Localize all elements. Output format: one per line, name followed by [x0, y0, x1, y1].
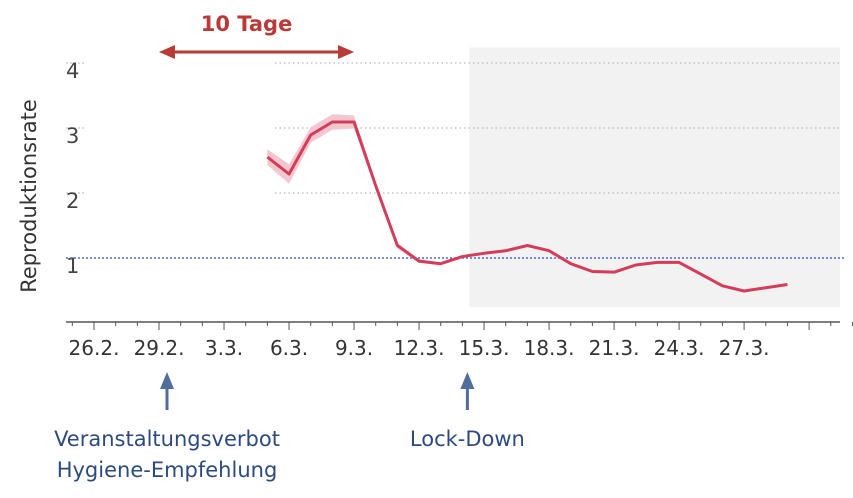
span-label: 10 Tage	[201, 12, 293, 36]
event-arrows	[160, 372, 475, 410]
y-tick-label: 2	[66, 189, 79, 213]
x-tick-label: 12.3.	[394, 336, 445, 360]
confidence-band	[267, 114, 788, 293]
x-axis	[66, 321, 853, 330]
span-arrow-head-left	[159, 45, 176, 59]
annotation-line: Veranstaltungsverbot	[54, 427, 280, 451]
series-line	[266, 120, 788, 293]
y-tick-label: 4	[66, 59, 79, 83]
x-tick-label: 24.3.	[654, 336, 705, 360]
event-annotation-lockdown: Lock-Down	[337, 424, 597, 455]
event-annotation-veranstaltungsverbot: Veranstaltungsverbot Hygiene-Empfehlung	[37, 424, 297, 486]
x-tick-label: 15.3.	[459, 336, 510, 360]
x-tick-labels: 26.2. 29.2. 3.3. 6.3. 9.3. 12.3. 15.3. 18.3. 21.…	[69, 336, 770, 360]
span-arrow	[159, 45, 355, 59]
x-tick-label: 27.3.	[719, 336, 770, 360]
x-tick-label: 6.3.	[270, 336, 308, 360]
x-tick-label: 9.3.	[335, 336, 373, 360]
x-tick-label: 29.2.	[134, 336, 185, 360]
span-arrow-head-right	[338, 45, 355, 59]
lockdown-shaded-region	[469, 47, 840, 308]
annotation-line: Hygiene-Empfehlung	[56, 458, 278, 482]
x-tick-label: 3.3.	[205, 336, 243, 360]
annotation-line: Lock-Down	[409, 427, 525, 451]
y-tick-label: 3	[66, 124, 79, 148]
x-tick-label: 21.3.	[589, 336, 640, 360]
x-tick-label: 26.2.	[69, 336, 120, 360]
y-tick-label: 1	[66, 254, 79, 278]
x-tick-label: 18.3.	[524, 336, 575, 360]
event-arrow-head	[160, 372, 175, 389]
event-arrow-head	[460, 372, 475, 389]
y-tick-labels: 1 2 3 4	[66, 59, 79, 278]
y-axis-label: Reproduktionsrate	[17, 99, 41, 293]
